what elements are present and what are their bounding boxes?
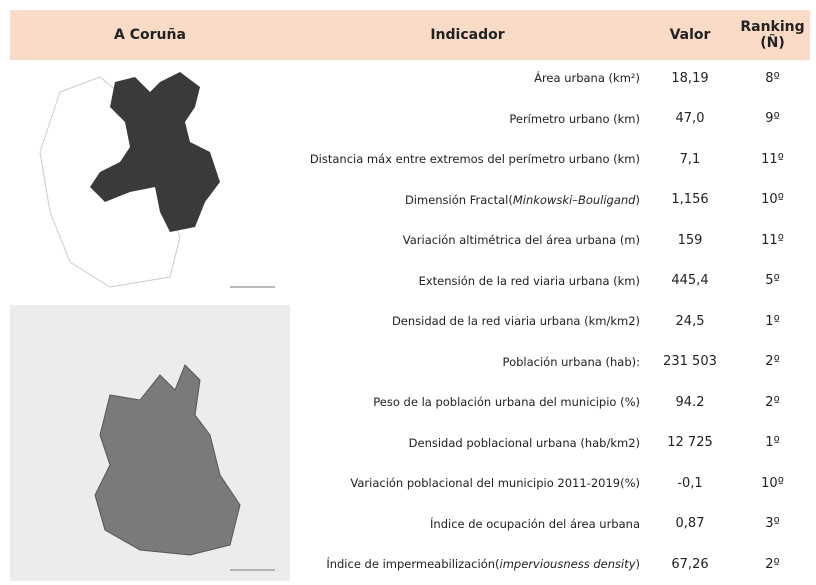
ranking-cell: 1º	[765, 435, 780, 451]
indicator-segment: Índice de impermeabilización(	[326, 557, 500, 572]
indicator-cell: Perímetro urbano (km)	[300, 99, 640, 140]
indicator-segment: Perímetro urbano (km)	[509, 111, 640, 126]
value-cell: 18,19	[671, 70, 709, 86]
indicator-segment: imperviousness density	[499, 557, 636, 572]
satellite-map	[10, 305, 290, 581]
indicator-text: Índice de ocupación del área urbana	[430, 517, 640, 531]
ranking-cell: 2º	[765, 394, 780, 410]
indicator-text: Peso de la población urbana del municipi…	[373, 395, 640, 409]
value-cell: 231 503	[663, 354, 717, 370]
ranking-cell: 10º	[761, 192, 784, 208]
header-indicator: Indicador	[290, 10, 645, 60]
indicator-text: Densidad poblacional urbana (hab/km2)	[409, 436, 640, 450]
ranking-cell: 2º	[765, 354, 780, 370]
header-city: A Coruña	[10, 10, 290, 60]
indicator-segment: Área urbana (km²)	[534, 71, 640, 86]
indicator-text: Extensión de la red viaria urbana (km)	[419, 274, 640, 288]
indicator-segment: Densidad poblacional urbana (hab/km2)	[408, 435, 640, 450]
indicator-cell: Variación altimétrica del área urbana (m…	[300, 220, 640, 261]
indicator-text: Perímetro urbano (km)	[509, 112, 640, 126]
ranking-cell: 11º	[761, 151, 784, 167]
indicator-segment: Minkowski–Bouligand	[512, 192, 636, 207]
header-ranking: Ranking (Ñ)	[735, 10, 810, 60]
indicator-cell: Dimensión Fractal(Minkowski–Bouligand)	[300, 180, 640, 221]
value-cell: 47,0	[675, 111, 705, 127]
indicator-text: Población urbana (hab):	[503, 355, 640, 369]
indicator-segment: )	[635, 192, 641, 207]
indicator-segment: Variación altimétrica del área urbana (m…	[402, 233, 640, 248]
indicator-text: Índice de impermeabilización(imperviousn…	[326, 557, 640, 571]
indicator-cell: Peso de la población urbana del municipi…	[300, 382, 640, 423]
urban-area-map	[39, 72, 275, 288]
indicator-cell: Extensión de la red viaria urbana (km)	[300, 261, 640, 302]
indicator-text: Variación poblacional del municipio 2011…	[350, 476, 640, 490]
indicator-cell: Población urbana (hab):	[300, 342, 640, 383]
indicator-segment: Población urbana (hab):	[502, 354, 640, 369]
value-cell: 24,5	[675, 313, 705, 329]
indicator-cell: Densidad poblacional urbana (hab/km2)	[300, 423, 640, 464]
indicator-cell: Distancia máx entre extremos del perímet…	[300, 139, 640, 180]
indicator-segment: Distancia máx entre extremos del perímet…	[309, 152, 640, 167]
value-cell: 67,26	[671, 556, 709, 572]
indicator-cell: Densidad de la red viaria urbana (km/km2…	[300, 301, 640, 342]
ranking-cell: 11º	[761, 232, 784, 248]
value-cell: -0,1	[677, 475, 703, 491]
header-value: Valor	[645, 10, 735, 60]
urban-area	[90, 72, 220, 232]
indicator-cell: Variación poblacional del municipio 2011…	[300, 463, 640, 504]
indicator-text: Densidad de la red viaria urbana (km/km2…	[392, 314, 640, 328]
indicator-segment: Extensión de la red viaria urbana (km)	[418, 273, 640, 288]
indicator-cell: Índice de ocupación del área urbana	[300, 504, 640, 545]
indicator-text: Variación altimétrica del área urbana (m…	[403, 233, 640, 247]
value-cell: 159	[677, 232, 703, 248]
indicator-segment: Dimensión Fractal(	[404, 192, 513, 207]
ranking-cell: 5º	[765, 273, 780, 289]
value-cell: 445,4	[671, 273, 709, 289]
value-cell: 94.2	[675, 394, 705, 410]
indicator-segment: Variación poblacional del municipio 2011…	[350, 476, 640, 491]
ranking-cell: 2º	[765, 556, 780, 572]
ranking-cell: 9º	[765, 111, 780, 127]
ranking-cell: 8º	[765, 70, 780, 86]
indicator-cell: Área urbana (km²)	[300, 58, 640, 99]
value-cell: 1,156	[671, 192, 709, 208]
indicator-cell: Índice de impermeabilización(imperviousn…	[300, 544, 640, 585]
value-cell: 0,87	[675, 516, 705, 532]
indicator-segment: Índice de ocupación del área urbana	[430, 516, 640, 531]
value-cell: 12 725	[667, 435, 713, 451]
ranking-cell: 1º	[765, 313, 780, 329]
indicator-text: Área urbana (km²)	[534, 71, 640, 85]
ranking-cell: 3º	[765, 516, 780, 532]
urban-fabric	[94, 364, 241, 556]
indicator-text: Distancia máx entre extremos del perímet…	[310, 152, 640, 166]
indicator-segment: )	[635, 557, 641, 572]
indicator-segment: Densidad de la red viaria urbana (km/km2…	[391, 314, 640, 329]
value-cell: 7,1	[679, 151, 701, 167]
ranking-cell: 10º	[761, 475, 784, 491]
indicator-text: Dimensión Fractal(Minkowski–Bouligand)	[405, 193, 640, 207]
indicator-segment: Peso de la población urbana del municipi…	[373, 395, 640, 410]
